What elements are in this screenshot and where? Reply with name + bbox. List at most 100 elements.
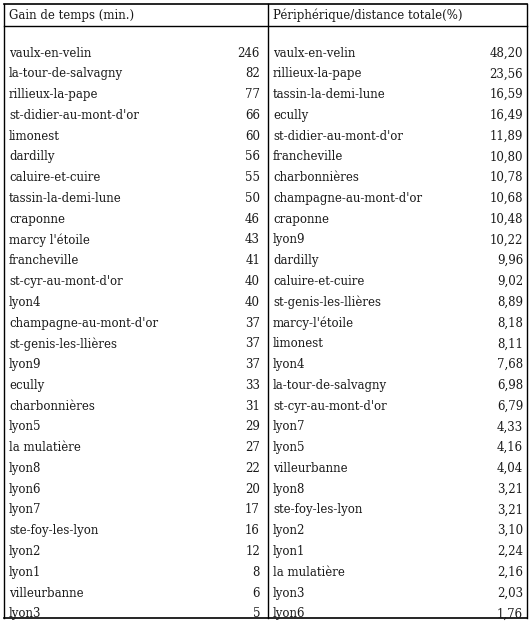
Text: 22: 22 — [245, 462, 260, 475]
Text: la mulatière: la mulatière — [9, 441, 81, 454]
Text: lyon1: lyon1 — [273, 545, 305, 558]
Text: 4,33: 4,33 — [496, 420, 523, 434]
Text: 33: 33 — [245, 379, 260, 392]
Text: vaulx-en-velin: vaulx-en-velin — [9, 47, 91, 60]
Text: 9,96: 9,96 — [496, 254, 523, 267]
Text: 23,56: 23,56 — [490, 67, 523, 80]
Text: 10,22: 10,22 — [490, 233, 523, 246]
Text: lyon3: lyon3 — [273, 587, 305, 600]
Text: limonest: limonest — [273, 337, 324, 350]
Text: st-genis-les-llières: st-genis-les-llières — [273, 295, 381, 309]
Text: rillieux-la-pape: rillieux-la-pape — [273, 67, 363, 80]
Text: 4,04: 4,04 — [496, 462, 523, 475]
Text: 16,59: 16,59 — [490, 88, 523, 101]
Text: 11,89: 11,89 — [490, 129, 523, 142]
Text: 16: 16 — [245, 524, 260, 537]
Text: 77: 77 — [245, 88, 260, 101]
Text: lyon5: lyon5 — [9, 420, 41, 434]
Text: marcy l'étoile: marcy l'étoile — [9, 233, 90, 247]
Text: lyon9: lyon9 — [273, 233, 305, 246]
Text: rillieux-la-pape: rillieux-la-pape — [9, 88, 98, 101]
Text: 3,10: 3,10 — [497, 524, 523, 537]
Text: 10,80: 10,80 — [490, 151, 523, 164]
Text: 8: 8 — [253, 566, 260, 579]
Text: champagne-au-mont-d'or: champagne-au-mont-d'or — [9, 317, 158, 330]
Text: 31: 31 — [245, 399, 260, 412]
Text: 6: 6 — [253, 587, 260, 600]
Text: lyon2: lyon2 — [273, 524, 305, 537]
Text: charbonnières: charbonnières — [273, 171, 359, 184]
Text: st-genis-les-llières: st-genis-les-llières — [9, 337, 117, 351]
Text: lyon4: lyon4 — [9, 296, 41, 309]
Text: caluire-et-cuire: caluire-et-cuire — [273, 275, 364, 288]
Text: craponne: craponne — [273, 213, 329, 226]
Text: 37: 37 — [245, 337, 260, 350]
Text: 3,21: 3,21 — [497, 503, 523, 516]
Text: 2,03: 2,03 — [497, 587, 523, 600]
Text: 60: 60 — [245, 129, 260, 142]
Text: 55: 55 — [245, 171, 260, 184]
Text: la-tour-de-salvagny: la-tour-de-salvagny — [9, 67, 123, 80]
Text: champagne-au-mont-d'or: champagne-au-mont-d'or — [273, 192, 422, 205]
Text: 56: 56 — [245, 151, 260, 164]
Text: 16,49: 16,49 — [490, 109, 523, 122]
Text: st-cyr-au-mont-d'or: st-cyr-au-mont-d'or — [9, 275, 123, 288]
Text: lyon5: lyon5 — [273, 441, 305, 454]
Text: Gain de temps (min.): Gain de temps (min.) — [9, 9, 134, 22]
Text: 20: 20 — [245, 483, 260, 496]
Text: 6,98: 6,98 — [497, 379, 523, 392]
Text: ecully: ecully — [9, 379, 44, 392]
Text: 82: 82 — [245, 67, 260, 80]
Text: 246: 246 — [238, 47, 260, 60]
Text: st-didier-au-mont-d'or: st-didier-au-mont-d'or — [273, 129, 403, 142]
Text: 5: 5 — [253, 607, 260, 620]
Text: 37: 37 — [245, 317, 260, 330]
Text: francheville: francheville — [9, 254, 79, 267]
Text: Périphérique/distance totale(%): Périphérique/distance totale(%) — [273, 8, 463, 22]
Text: lyon7: lyon7 — [273, 420, 305, 434]
Text: lyon3: lyon3 — [9, 607, 41, 620]
Text: 6,79: 6,79 — [496, 399, 523, 412]
Text: 10,48: 10,48 — [490, 213, 523, 226]
Text: ecully: ecully — [273, 109, 309, 122]
Text: villeurbanne: villeurbanne — [273, 462, 348, 475]
Text: tassin-la-demi-lune: tassin-la-demi-lune — [9, 192, 122, 205]
Text: villeurbanne: villeurbanne — [9, 587, 83, 600]
Text: la mulatière: la mulatière — [273, 566, 345, 579]
Text: lyon8: lyon8 — [9, 462, 41, 475]
Text: 12: 12 — [245, 545, 260, 558]
Text: lyon7: lyon7 — [9, 503, 41, 516]
Text: 10,68: 10,68 — [490, 192, 523, 205]
Text: craponne: craponne — [9, 213, 65, 226]
Text: 1,76: 1,76 — [497, 607, 523, 620]
Text: 4,16: 4,16 — [497, 441, 523, 454]
Text: 48,20: 48,20 — [490, 47, 523, 60]
Text: lyon2: lyon2 — [9, 545, 41, 558]
Text: ste-foy-les-lyon: ste-foy-les-lyon — [273, 503, 362, 516]
Text: francheville: francheville — [273, 151, 344, 164]
Text: lyon4: lyon4 — [273, 358, 305, 371]
Text: lyon1: lyon1 — [9, 566, 41, 579]
Text: lyon6: lyon6 — [273, 607, 305, 620]
Text: lyon9: lyon9 — [9, 358, 41, 371]
Text: 41: 41 — [245, 254, 260, 267]
Text: marcy-l'étoile: marcy-l'étoile — [273, 317, 354, 330]
Text: dardilly: dardilly — [273, 254, 319, 267]
Text: lyon8: lyon8 — [273, 483, 305, 496]
Text: charbonnières: charbonnières — [9, 399, 95, 412]
Text: st-cyr-au-mont-d'or: st-cyr-au-mont-d'or — [273, 399, 387, 412]
Text: 29: 29 — [245, 420, 260, 434]
Text: 8,18: 8,18 — [497, 317, 523, 330]
Text: 37: 37 — [245, 358, 260, 371]
Text: 50: 50 — [245, 192, 260, 205]
Text: limonest: limonest — [9, 129, 60, 142]
Text: ste-foy-les-lyon: ste-foy-les-lyon — [9, 524, 98, 537]
Text: st-didier-au-mont-d'or: st-didier-au-mont-d'or — [9, 109, 139, 122]
Text: 7,68: 7,68 — [497, 358, 523, 371]
Text: 9,02: 9,02 — [497, 275, 523, 288]
Text: 17: 17 — [245, 503, 260, 516]
Text: tassin-la-demi-lune: tassin-la-demi-lune — [273, 88, 386, 101]
Text: lyon6: lyon6 — [9, 483, 41, 496]
Text: la-tour-de-salvagny: la-tour-de-salvagny — [273, 379, 387, 392]
Text: 40: 40 — [245, 275, 260, 288]
